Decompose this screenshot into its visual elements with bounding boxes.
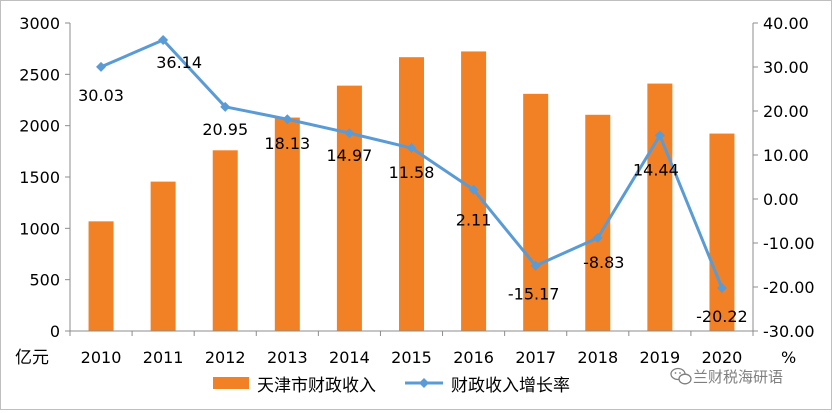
x-tick-label: 2020 xyxy=(702,348,743,367)
growth-data-label: -20.22 xyxy=(696,307,748,326)
growth-marker-2019 xyxy=(654,130,665,141)
x-tick-label: 2015 xyxy=(391,348,432,367)
bar-2017 xyxy=(523,93,549,331)
left-tick-label: 0 xyxy=(50,322,60,341)
right-tick-label: 40.00 xyxy=(763,14,809,33)
growth-marker-2013 xyxy=(282,114,293,125)
legend-swatch-revenue xyxy=(213,377,249,389)
x-tick-label: 2011 xyxy=(143,348,184,367)
bar-2010 xyxy=(88,221,114,331)
growth-marker-2014 xyxy=(344,128,355,139)
watermark-text: 兰财税海研语 xyxy=(693,368,783,386)
growth-data-label: 11.58 xyxy=(389,163,435,182)
right-tick-label: 30.00 xyxy=(763,58,809,77)
bar-2012 xyxy=(212,150,238,331)
growth-marker-2010 xyxy=(96,61,107,72)
x-tick-label: 2018 xyxy=(577,348,618,367)
growth-data-label: 2.11 xyxy=(456,211,492,230)
left-tick-label: 2000 xyxy=(19,117,60,136)
growth-marker-2017 xyxy=(530,260,541,271)
growth-data-label: -15.17 xyxy=(508,285,560,304)
bar-2013 xyxy=(274,117,300,331)
right-tick-label: -20.00 xyxy=(763,278,815,297)
bar-2020 xyxy=(709,133,735,331)
x-tick-label: 2017 xyxy=(515,348,556,367)
right-tick-label: -10.00 xyxy=(763,234,815,253)
x-tick-label: 2016 xyxy=(453,348,494,367)
growth-marker-2012 xyxy=(220,101,231,112)
growth-marker-2011 xyxy=(158,34,169,45)
growth-data-label: 14.97 xyxy=(327,146,373,165)
left-tick-label: 1500 xyxy=(19,168,60,187)
wechat-icon xyxy=(670,367,692,385)
growth-marker-2018 xyxy=(592,232,603,243)
x-tick-label: 2014 xyxy=(329,348,370,367)
bar-2019 xyxy=(647,83,673,331)
left-tick-label: 3000 xyxy=(19,14,60,33)
bar-2011 xyxy=(150,181,176,331)
growth-data-label: 30.03 xyxy=(78,86,124,105)
right-tick-label: -30.00 xyxy=(763,322,815,341)
growth-data-label: -8.83 xyxy=(583,253,624,272)
x-tick-label: 2013 xyxy=(267,348,308,367)
right-tick-label: 10.00 xyxy=(763,146,809,165)
right-axis-unit: % xyxy=(781,348,796,367)
left-tick-label: 2500 xyxy=(19,65,60,84)
x-tick-label: 2012 xyxy=(205,348,246,367)
bar-2014 xyxy=(336,85,362,331)
growth-data-label: 18.13 xyxy=(264,134,310,153)
legend-label-growth: 财政收入增长率 xyxy=(451,376,570,396)
legend-label-revenue: 天津市财政收入 xyxy=(257,376,376,396)
growth-marker-2020 xyxy=(716,282,727,293)
growth-data-label: 36.14 xyxy=(156,53,202,72)
right-tick-label: 0.00 xyxy=(763,190,799,209)
x-tick-label: 2010 xyxy=(81,348,122,367)
left-axis-unit: 亿元 xyxy=(15,348,49,368)
growth-data-label: 14.44 xyxy=(633,160,679,179)
bar-2015 xyxy=(399,57,424,332)
growth-marker-2016 xyxy=(468,184,479,195)
right-tick-label: 20.00 xyxy=(763,102,809,121)
growth-marker-2015 xyxy=(406,143,417,154)
left-tick-label: 500 xyxy=(29,271,60,290)
growth-data-label: 20.95 xyxy=(202,120,248,139)
x-tick-label: 2019 xyxy=(640,348,681,367)
watermark: 兰财税海研语 xyxy=(670,367,783,386)
left-tick-label: 1000 xyxy=(19,219,60,238)
legend-marker-growth xyxy=(419,378,429,388)
